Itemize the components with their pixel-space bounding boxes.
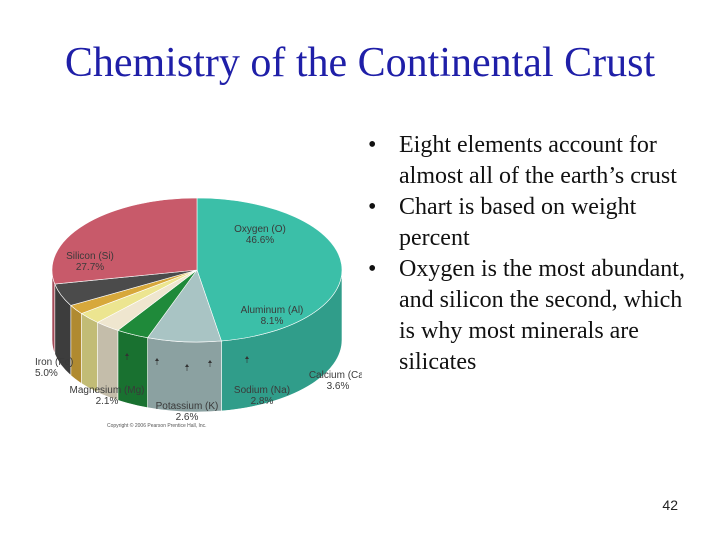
slide-title: Chemistry of the Continental Crust <box>64 40 656 86</box>
leader-arrow-potassium <box>185 364 189 367</box>
slice-value-oxygen: 46.6% <box>246 235 274 246</box>
slice-label-iron: Iron (Fe) <box>35 357 73 368</box>
leader-arrow-magnesium <box>155 358 159 361</box>
bullet-item: • Oxygen is the most abundant, and silico… <box>366 254 696 378</box>
slice-value-potassium: 2.6% <box>176 412 199 423</box>
pie-top <box>51 197 343 343</box>
slice-value-calcium: 3.6% <box>327 381 350 392</box>
pie-slice-silicon <box>51 197 198 285</box>
chart-copyright: Copyright © 2006 Pearson Prentice Hall, … <box>107 422 207 429</box>
bullet-item: • Eight elements account for almost all o… <box>366 130 696 192</box>
slice-label-potassium: Potassium (K) <box>156 401 219 412</box>
slide-number: 42 <box>662 497 678 513</box>
bullet-item: • Chart is based on weight percent <box>366 192 696 254</box>
leader-arrow-calcium <box>245 356 249 359</box>
pie-side-potassium <box>81 312 98 393</box>
slice-value-aluminum: 8.1% <box>261 316 284 327</box>
pie-slice-oxygen <box>196 197 343 342</box>
pie-side-calcium <box>117 329 148 409</box>
bullet-dot: • <box>368 256 377 282</box>
leader-arrow-sodium <box>208 360 212 363</box>
slice-label-sodium: Sodium (Na) <box>234 385 290 396</box>
slice-label-magnesium: Magnesium (Mg) <box>69 385 144 396</box>
bullet-dot: • <box>368 132 377 158</box>
pie-labels: Oxygen (O)46.6% Aluminum (Al)8.1% Calcium … <box>35 224 362 423</box>
slice-label-silicon: Silicon (Si) <box>66 251 114 262</box>
bullet-dot: • <box>368 194 377 220</box>
bullet-text: Oxygen is the most abundant, and silicon… <box>399 256 685 375</box>
pie-side-magnesium <box>70 304 82 385</box>
slice-label-oxygen: Oxygen (O) <box>234 224 286 235</box>
slice-label-aluminum: Aluminum (Al) <box>241 305 304 316</box>
bullet-text: Eight elements account for almost all of… <box>399 132 677 189</box>
slice-value-iron: 5.0% <box>35 368 58 379</box>
leader-arrow-iron <box>125 353 129 356</box>
pie-chart: Oxygen (O) 46.6% Aluminum (Al) 8.1% Calcium … <box>32 185 362 435</box>
bullet-list: • Eight elements account for almost all o… <box>366 130 696 378</box>
pie-sides <box>51 269 343 413</box>
slice-value-magnesium: 2.1% <box>96 396 119 407</box>
slice-value-sodium: 2.8% <box>251 396 274 407</box>
slice-label-calcium: Calcium (Ca) <box>309 370 362 381</box>
slice-value-silicon: 27.7% <box>76 262 104 273</box>
pie-chart-svg: Oxygen (O)46.6% Aluminum (Al)8.1% Calcium … <box>35 197 362 429</box>
bullet-text: Chart is based on weight percent <box>399 194 637 251</box>
